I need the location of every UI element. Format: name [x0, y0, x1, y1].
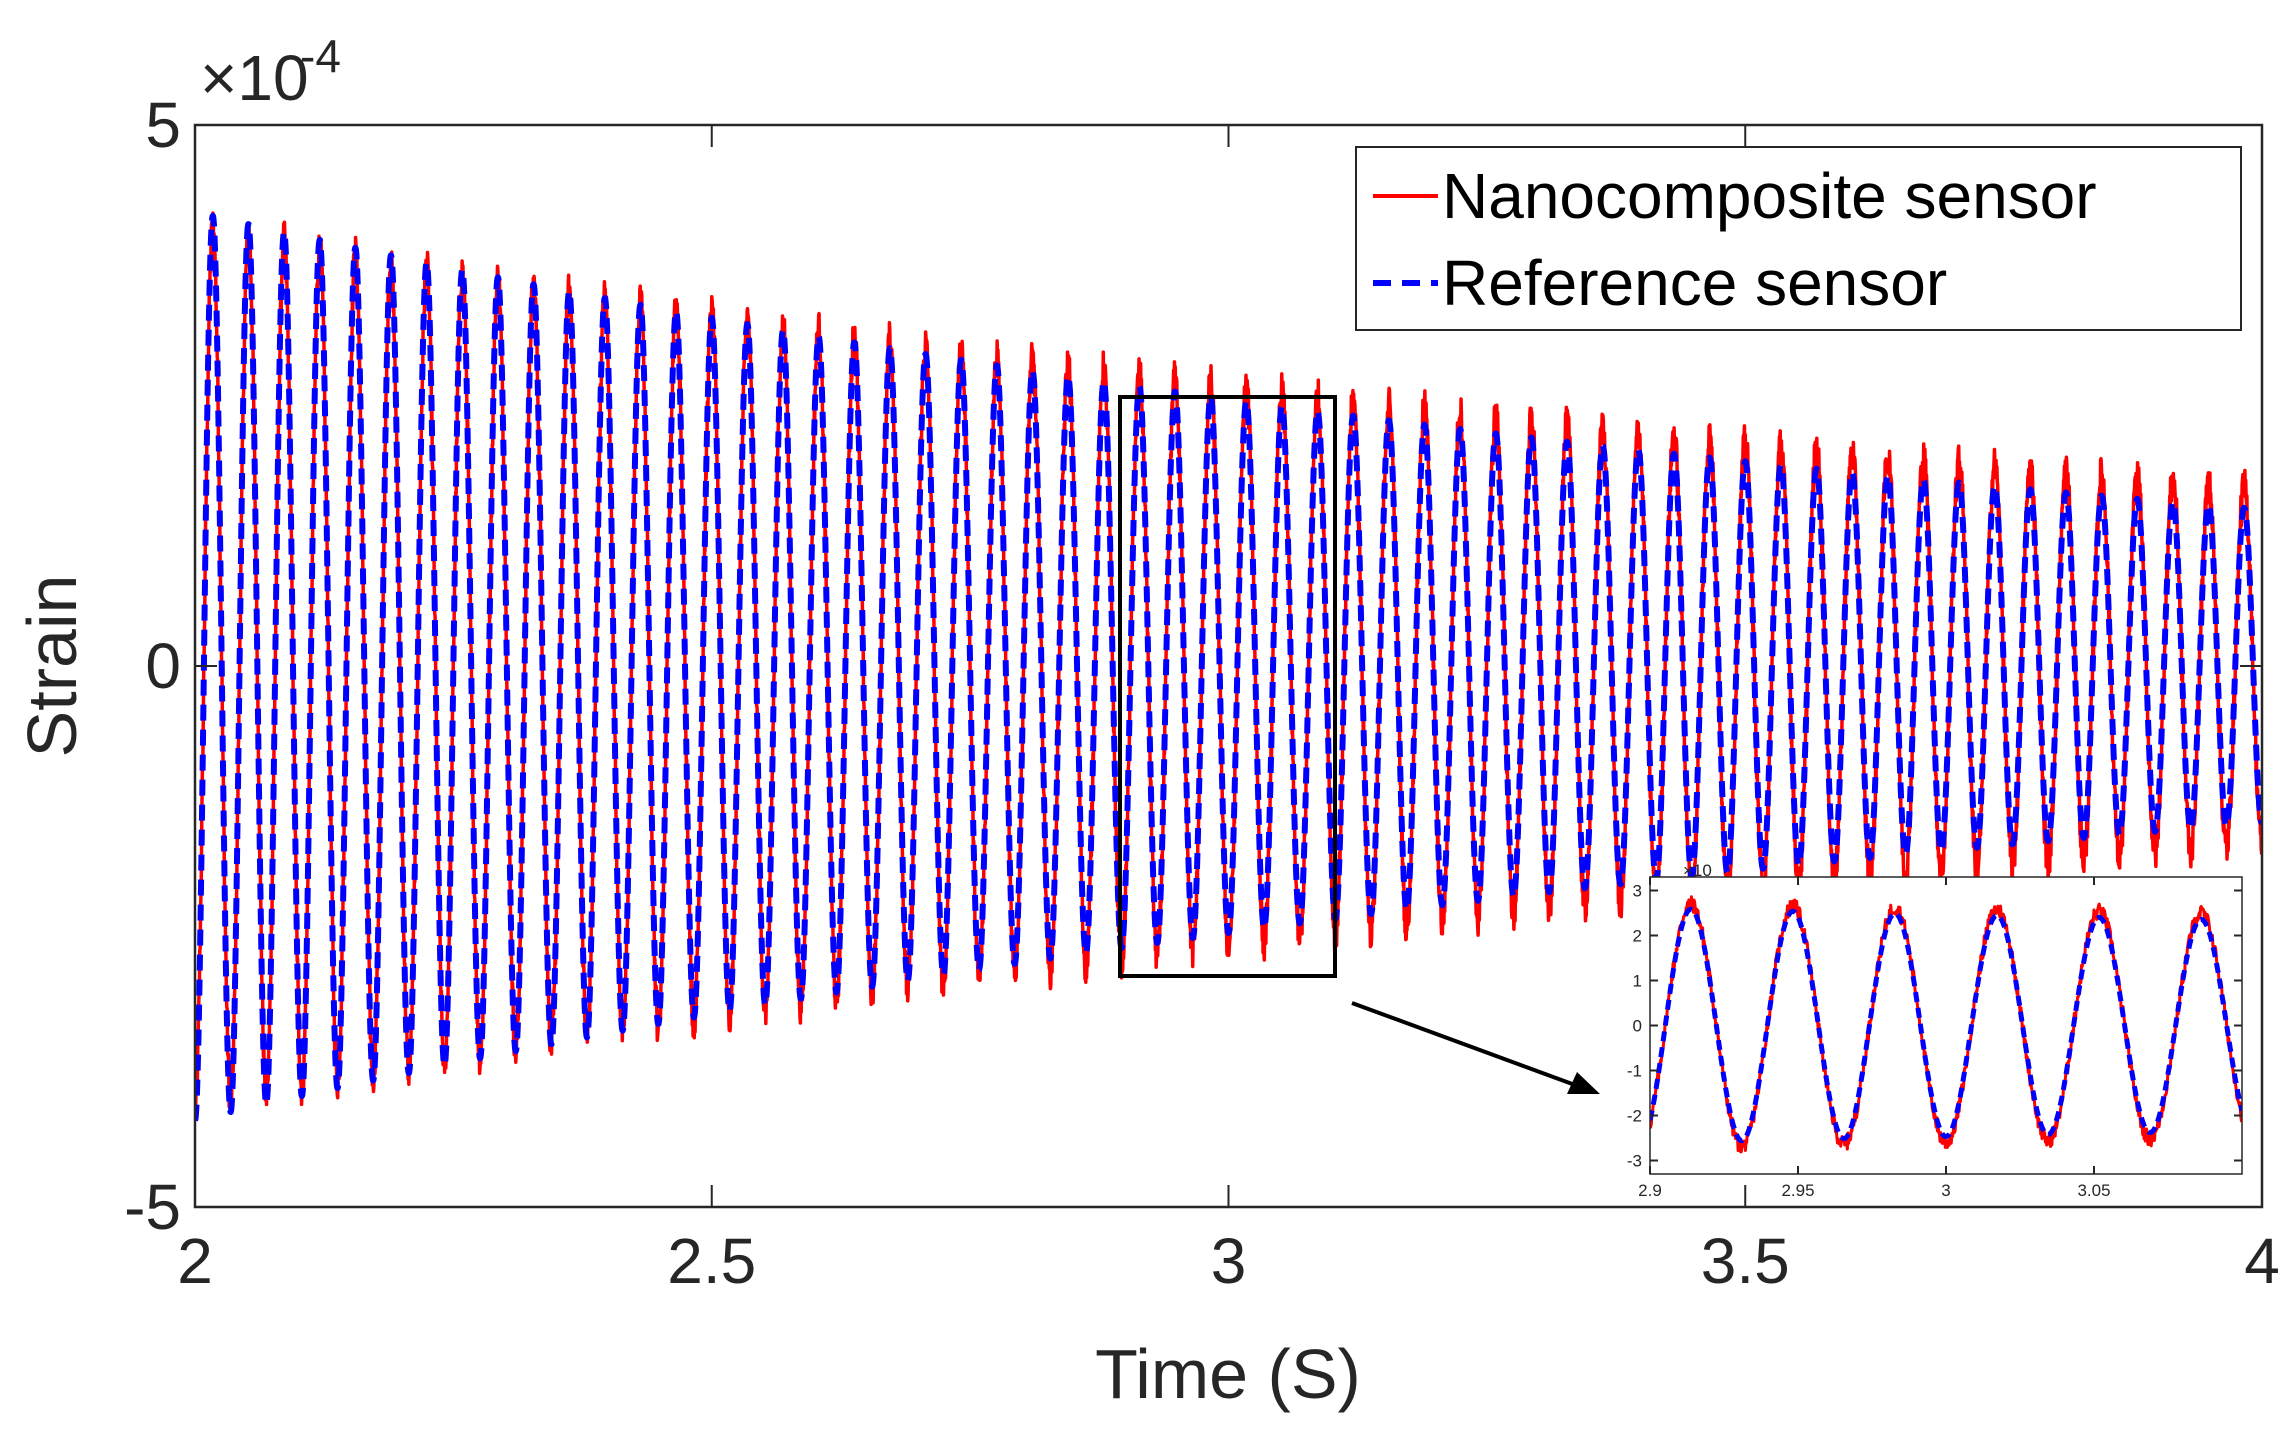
x-tick-label: 2 — [177, 1225, 213, 1297]
zoom-arrow-head — [1567, 1072, 1600, 1094]
y-tick-label: -5 — [124, 1171, 181, 1243]
legend: Nanocomposite sensor Reference sensor — [1355, 146, 2242, 331]
x-tick-label: 4 — [2244, 1225, 2280, 1297]
inset-y-scale-factor: ×10 — [1683, 861, 1712, 880]
legend-label-reference: Reference sensor — [1442, 247, 1947, 319]
legend-label-nanocomposite: Nanocomposite sensor — [1442, 160, 2097, 232]
legend-box — [1355, 146, 2242, 331]
y-tick-label: -2 — [1627, 1107, 1642, 1126]
y-tick-label: 3 — [1633, 882, 1642, 901]
x-tick-label: 3.05 — [2077, 1181, 2110, 1200]
series-reference-sensor-line — [1650, 906, 2242, 1144]
y-scale-factor: ×10 — [200, 42, 309, 114]
y-tick-label: 5 — [145, 89, 181, 161]
x-tick-label: 3 — [1211, 1225, 1247, 1297]
series-reference-sensor-line — [195, 212, 2262, 1123]
x-tick-label: 3.5 — [1701, 1225, 1790, 1297]
x-axis-title: Time (S) — [1095, 1335, 1361, 1413]
zoom-box — [1118, 395, 1337, 978]
zoom-arrow — [1351, 1001, 1576, 1087]
inset-ticks: 2.9 2.95 3 3.05 -3 -2 -1 0 1 2 3 — [1627, 877, 2242, 1200]
inset-plot: 2.9 2.95 3 3.05 -3 -2 -1 0 1 2 3 ×10 — [1627, 861, 2243, 1200]
x-tick-label: 2.5 — [667, 1225, 756, 1297]
y-tick-label: 0 — [145, 630, 181, 702]
y-tick-label: 0 — [1633, 1017, 1642, 1036]
y-tick-label: -3 — [1627, 1152, 1642, 1171]
y-tick-label: 1 — [1633, 972, 1642, 991]
inset-series-group — [1650, 895, 2242, 1154]
x-tick-label: 2.95 — [1781, 1181, 1814, 1200]
y-tick-label: -1 — [1627, 1062, 1642, 1081]
y-axis-title: Strain — [13, 575, 91, 758]
y-tick-label: 2 — [1633, 927, 1642, 946]
main-ticks: 2 2.5 3 3.5 4 -5 0 5 — [124, 89, 2280, 1297]
y-scale-exponent: -4 — [300, 30, 341, 82]
x-tick-label: 2.9 — [1638, 1181, 1662, 1200]
x-tick-label: 3 — [1941, 1181, 1950, 1200]
main-series-group — [195, 211, 2262, 1123]
